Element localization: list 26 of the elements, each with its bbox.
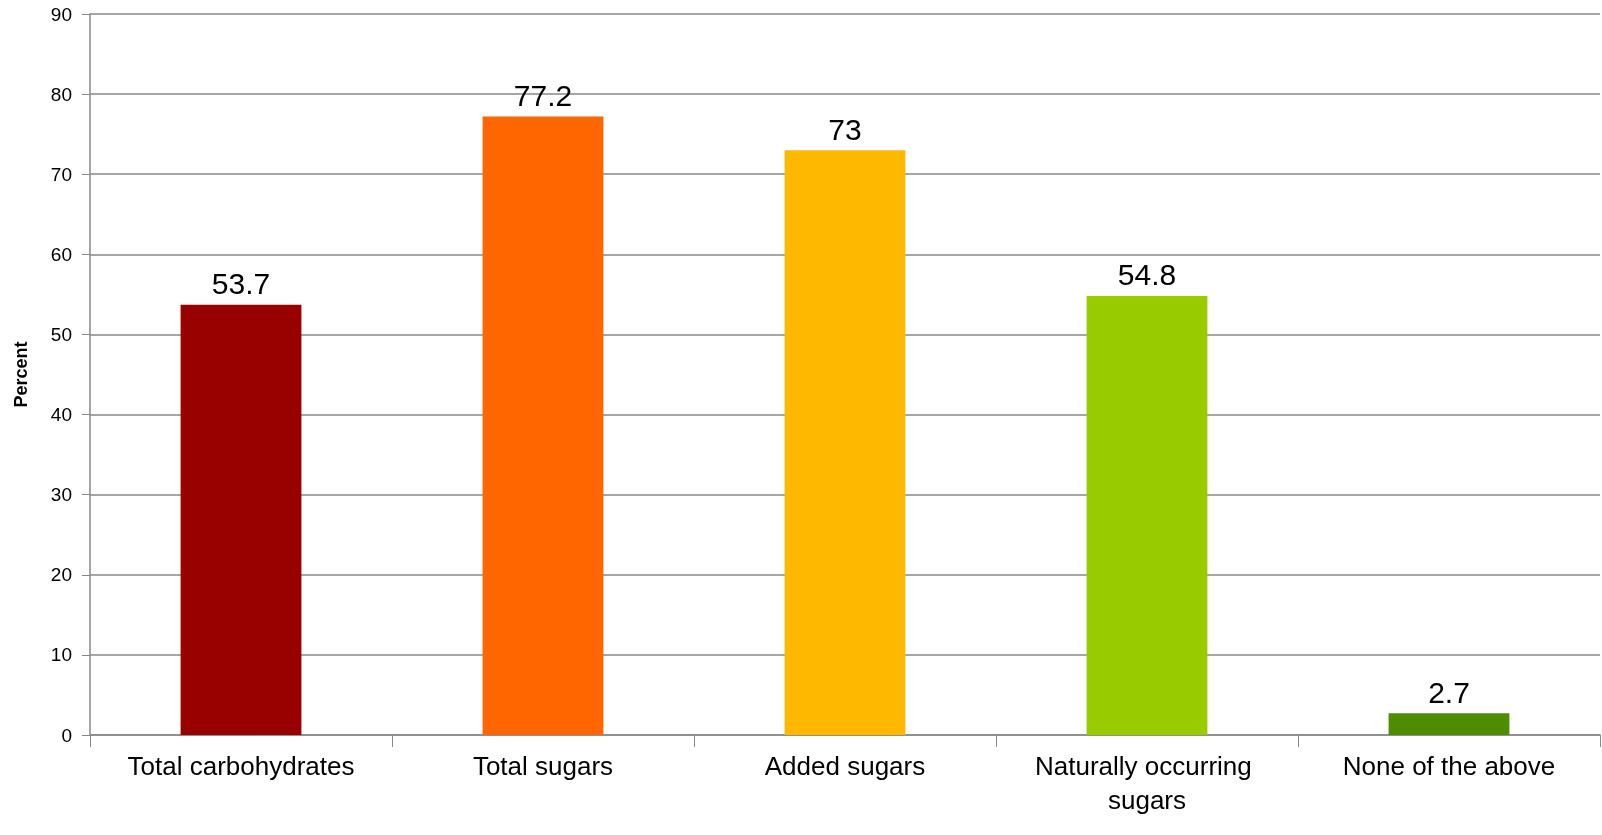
x-tick-label: Total carbohydrates (127, 751, 355, 781)
y-tick-label: 30 (50, 484, 72, 506)
data-label: 54.8 (1117, 258, 1177, 292)
y-tick-label: 10 (50, 644, 72, 666)
data-label: 77.2 (513, 79, 573, 113)
bar (180, 304, 302, 735)
y-tick-label: 20 (50, 564, 72, 586)
y-axis-title: Percent (11, 341, 31, 408)
y-tick-label: 0 (61, 724, 72, 746)
bar (1086, 295, 1208, 735)
y-tick-label: 40 (50, 404, 72, 426)
x-tick-label: Added sugars (764, 751, 926, 781)
y-tick-label: 60 (50, 243, 72, 265)
data-label: 73 (828, 112, 862, 146)
y-tick-label: 80 (50, 83, 72, 105)
data-label: 53.7 (211, 267, 271, 301)
data-label: 2.7 (1428, 675, 1470, 709)
x-tick-label: Naturally occurring sugars (1035, 751, 1259, 815)
x-tick-label: Total sugars (472, 751, 614, 781)
bar (1388, 713, 1510, 735)
bar (482, 116, 604, 735)
y-tick-label: 90 (50, 3, 72, 25)
x-tick-label: None of the above (1342, 751, 1556, 781)
y-tick-label: 70 (50, 163, 72, 185)
bar (784, 150, 906, 735)
y-tick-label: 50 (50, 323, 72, 345)
